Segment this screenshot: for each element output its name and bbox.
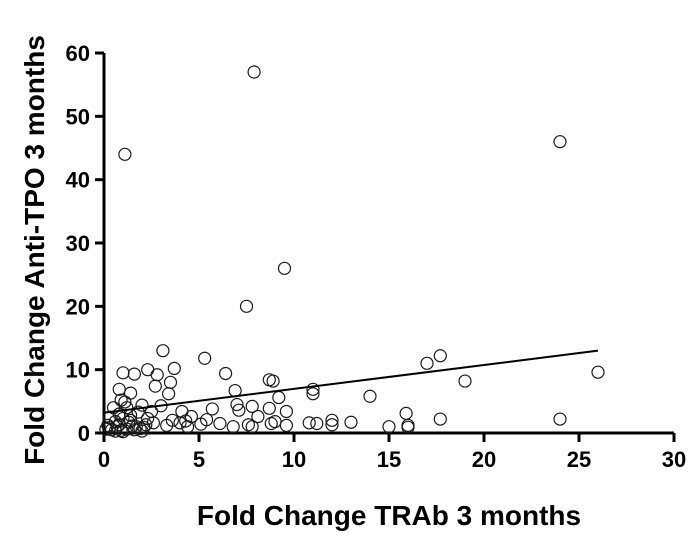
data-point <box>325 418 339 432</box>
data-point <box>232 403 246 417</box>
data-point <box>173 416 187 430</box>
data-point <box>103 420 117 434</box>
data-point <box>306 382 320 396</box>
data-point <box>399 406 413 420</box>
x-tick-label: 5 <box>193 447 205 472</box>
x-tick-label: 10 <box>282 447 306 472</box>
data-point <box>272 390 286 405</box>
data-point <box>160 418 174 432</box>
points-group <box>99 65 605 439</box>
x-tick-label: 25 <box>567 447 591 472</box>
x-tick-label: 15 <box>377 447 401 472</box>
data-point <box>239 299 254 313</box>
data-point <box>141 363 155 377</box>
data-point <box>262 401 276 415</box>
data-point <box>179 414 193 428</box>
data-point <box>194 417 208 431</box>
y-tick-label: 30 <box>66 231 90 256</box>
data-point <box>420 356 434 370</box>
data-point <box>124 413 138 427</box>
y-tick-label: 50 <box>66 104 90 129</box>
data-point <box>279 404 293 419</box>
data-point <box>363 389 377 403</box>
x-tick-label: 30 <box>662 447 686 472</box>
data-point <box>458 374 472 388</box>
data-point <box>205 402 219 416</box>
data-point <box>251 409 265 424</box>
ticks-group: 0 5 10 15 20 25 30 0 10 20 30 40 50 60 <box>66 41 687 472</box>
data-point <box>266 374 280 388</box>
data-point <box>118 395 132 409</box>
data-point <box>553 135 567 149</box>
data-point <box>112 418 126 432</box>
data-point <box>135 398 149 412</box>
data-point <box>167 361 181 375</box>
y-tick-label: 60 <box>66 41 90 66</box>
data-point <box>150 368 164 382</box>
data-point <box>277 261 292 275</box>
data-point <box>219 366 233 381</box>
data-point <box>433 349 447 363</box>
data-point <box>226 420 240 434</box>
data-point <box>137 420 151 434</box>
data-point <box>163 375 178 389</box>
data-point <box>433 412 447 426</box>
data-point <box>116 425 130 439</box>
data-point <box>264 416 278 431</box>
y-tick-label: 40 <box>66 168 90 193</box>
x-tick-label: 0 <box>98 447 110 472</box>
data-point <box>344 415 358 429</box>
data-point <box>230 397 244 412</box>
data-point <box>245 399 259 413</box>
y-tick-label: 0 <box>78 421 90 446</box>
data-point <box>591 365 605 379</box>
data-point <box>198 351 212 365</box>
data-point <box>382 420 396 434</box>
data-point <box>325 413 339 427</box>
y-tick-label: 10 <box>66 358 90 383</box>
data-point <box>181 420 195 434</box>
data-point <box>306 387 320 401</box>
x-axis-title: Fold Change TRAb 3 months <box>197 500 581 531</box>
data-point <box>131 405 145 419</box>
data-point <box>302 416 316 430</box>
y-tick-label: 20 <box>66 294 90 319</box>
data-point <box>279 418 293 432</box>
data-point <box>401 420 415 434</box>
data-point <box>213 416 227 431</box>
data-point <box>162 387 176 401</box>
trend-line <box>103 349 599 414</box>
data-point <box>245 420 259 434</box>
data-point <box>310 416 324 431</box>
data-point <box>156 344 170 358</box>
y-axis-title: Fold Change Anti-TPO 3 months <box>19 35 50 465</box>
data-point <box>118 147 132 161</box>
data-point <box>247 65 261 79</box>
x-tick-label: 20 <box>472 447 496 472</box>
data-point <box>116 366 130 380</box>
data-point <box>553 412 567 426</box>
data-point <box>148 379 162 393</box>
data-point <box>127 367 141 381</box>
data-point <box>112 382 126 396</box>
